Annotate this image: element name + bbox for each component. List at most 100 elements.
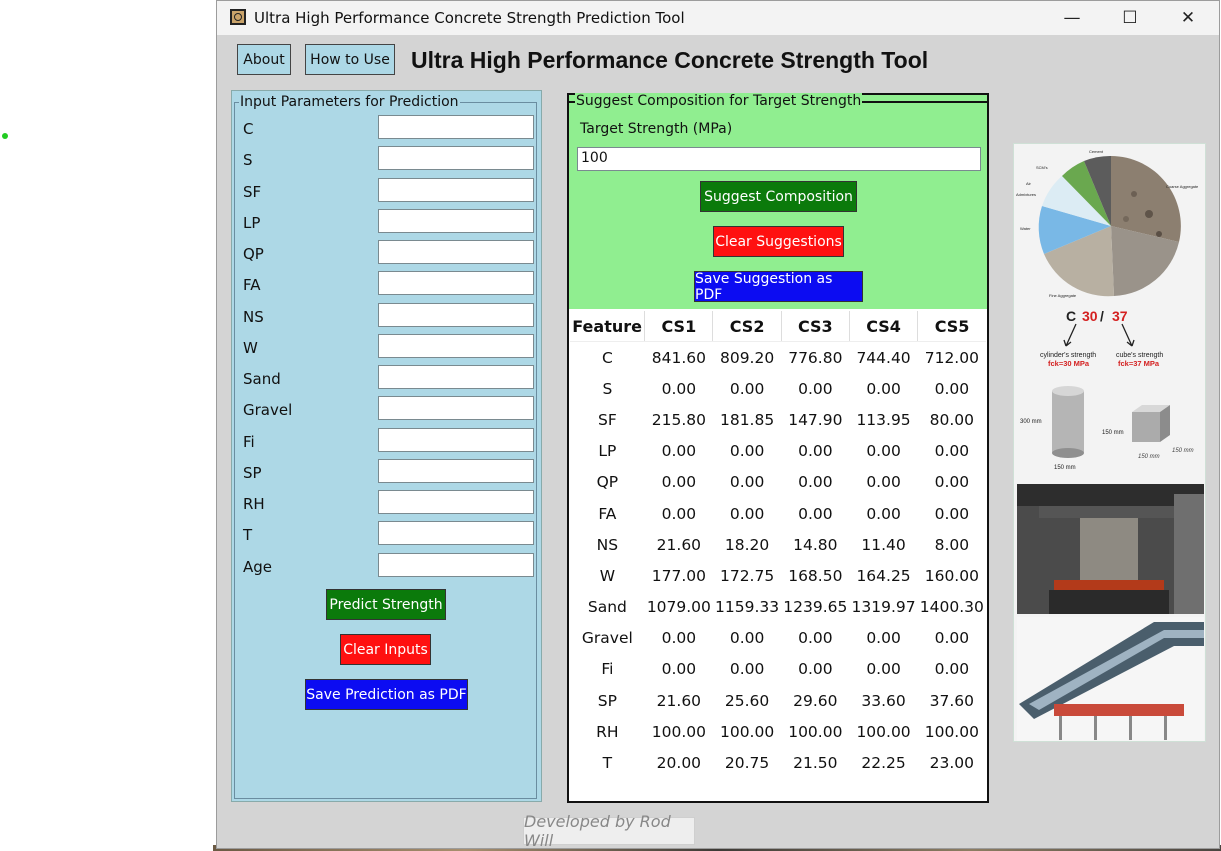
param-input-age[interactable] (378, 552, 534, 577)
pie-label-air: Air (1026, 181, 1032, 186)
value-cell: 0.00 (866, 442, 901, 461)
table-row: Sand 1079.00 1159.33 1239.65 1319.97 1400.30 (570, 592, 986, 623)
about-button[interactable]: About (237, 44, 291, 75)
value-cell: 0.00 (934, 473, 970, 492)
param-input-t[interactable] (378, 521, 534, 546)
app-window: Ultra High Performance Concrete Strength… (216, 0, 1220, 850)
param-label-sf: SF (243, 182, 262, 201)
param-input-s[interactable] (378, 146, 534, 171)
table-row: NS 21.60 18.20 14.80 11.40 8.00 (570, 529, 986, 560)
cube-side-label-a: 150 mm (1102, 430, 1124, 436)
param-label-ns: NS (243, 307, 264, 326)
developer-credit: Developed by Rod Will (523, 812, 695, 850)
value-cell: 22.25 (861, 754, 906, 773)
cylinder-specimen (1052, 386, 1084, 458)
table-body: C 841.60 809.20 776.80 744.40 712.00 S 0.00 0.00… (570, 342, 986, 779)
value-cell: 160.00 (924, 566, 979, 585)
param-input-c[interactable] (378, 115, 534, 139)
bridge-structure-render (1017, 617, 1204, 741)
value-cell: 1400.30 (919, 598, 984, 617)
param-input-ns[interactable] (378, 302, 534, 327)
value-cell: 0.00 (798, 442, 833, 461)
value-cell: 0.00 (661, 473, 697, 492)
value-cell: 0.00 (798, 629, 833, 648)
value-cell: 0.00 (729, 379, 765, 398)
cube-side-label-b: 150 mm (1172, 448, 1194, 454)
value-cell: 0.00 (934, 442, 970, 461)
value-cell: 21.60 (656, 691, 702, 710)
value-cell: 0.00 (798, 379, 833, 398)
table-row: LP 0.00 0.00 0.00 0.00 0.00 (570, 436, 986, 467)
how-to-use-button[interactable]: How to Use (305, 44, 395, 75)
input-parameters-panel: Input Parameters for Prediction C S SF LP QP… (231, 90, 542, 802)
suggest-controls-area: Suggest Composition for Target Strength … (569, 93, 987, 309)
table-row: QP 0.00 0.00 0.00 0.00 0.00 (570, 467, 986, 498)
param-input-w[interactable] (378, 333, 534, 358)
param-input-sand[interactable] (378, 365, 534, 389)
suggest-composition-button[interactable]: Suggest Composition (700, 181, 857, 212)
maximize-button[interactable]: ☐ (1122, 8, 1138, 28)
feature-cell: C (601, 348, 613, 367)
arrow-left-icon (1063, 323, 1077, 347)
grade-cube-value: 37 (1112, 308, 1128, 324)
clear-inputs-button[interactable]: Clear Inputs (340, 634, 431, 665)
value-cell: 147.90 (788, 410, 843, 429)
feature-cell: Fi (601, 660, 614, 679)
feature-cell: LP (598, 442, 617, 461)
param-input-fa[interactable] (378, 271, 534, 296)
close-button[interactable]: ✕ (1180, 8, 1196, 28)
save-prediction-pdf-button[interactable]: Save Prediction as PDF (305, 679, 468, 710)
value-cell: 100.00 (924, 722, 979, 741)
save-suggestion-pdf-button[interactable]: Save Suggestion as PDF (694, 271, 863, 303)
value-cell: 0.00 (866, 504, 901, 523)
table-row: Fi 0.00 0.00 0.00 0.00 0.00 (570, 654, 986, 685)
clear-suggestions-button[interactable]: Clear Suggestions (713, 226, 844, 257)
value-cell: 172.75 (719, 566, 775, 585)
param-input-sf[interactable] (378, 177, 534, 202)
table-row: SF 215.80 181.85 147.90 113.95 80.00 (570, 404, 986, 435)
param-input-gravel[interactable] (378, 396, 534, 421)
value-cell: 25.60 (724, 691, 770, 710)
param-input-lp[interactable] (378, 208, 534, 233)
feature-cell: RH (596, 722, 619, 741)
feature-cell: Gravel (581, 629, 633, 648)
param-label-sp: SP (243, 463, 262, 482)
param-label-w: W (243, 338, 258, 357)
target-strength-input[interactable]: 100 (577, 147, 981, 171)
param-label-sand: Sand (243, 370, 281, 388)
value-cell: 0.00 (934, 379, 970, 398)
param-input-rh[interactable] (378, 490, 534, 514)
param-input-qp[interactable] (378, 240, 534, 264)
value-cell: 100.00 (719, 722, 775, 741)
grade-separator: / (1100, 308, 1104, 324)
table-row: T 20.00 20.75 21.50 22.25 23.00 (570, 747, 986, 778)
value-cell: 0.00 (661, 442, 697, 461)
value-cell: 0.00 (798, 660, 833, 679)
value-cell: 33.60 (861, 691, 906, 710)
value-cell: 809.20 (719, 348, 775, 367)
title-bar[interactable]: Ultra High Performance Concrete Strength… (217, 1, 1219, 35)
cylinder-strength-value: fck=30 MPa (1048, 359, 1090, 368)
table-header-cs4: CS4 (849, 311, 919, 342)
param-label-lp: LP (243, 213, 261, 232)
suggest-composition-panel: Suggest Composition for Target Strength … (567, 93, 989, 803)
value-cell: 1079.00 (646, 598, 711, 617)
feature-cell: T (602, 754, 613, 773)
param-label-c: C (243, 120, 254, 138)
predict-strength-button[interactable]: Predict Strength (326, 589, 446, 620)
grade-prefix: C (1066, 308, 1076, 324)
value-cell: 11.40 (861, 535, 906, 554)
param-input-sp[interactable] (378, 458, 534, 483)
cylinder-diameter-label: 150 mm (1054, 465, 1076, 471)
value-cell: 0.00 (729, 629, 765, 648)
param-input-fi[interactable] (378, 427, 534, 452)
pie-label-admixtures: Admixtures (1016, 192, 1036, 197)
table-row: SP 21.60 25.60 29.60 33.60 37.60 (570, 685, 986, 716)
suggest-panel-title: Suggest Composition for Target Strength (575, 93, 863, 109)
value-cell: 0.00 (661, 660, 697, 679)
table-header-cs2: CS2 (712, 311, 782, 342)
minimize-button[interactable]: — (1063, 8, 1081, 28)
value-cell: 0.00 (866, 660, 901, 679)
window-title: Ultra High Performance Concrete Strength… (254, 9, 685, 27)
value-cell: 29.60 (793, 691, 838, 710)
